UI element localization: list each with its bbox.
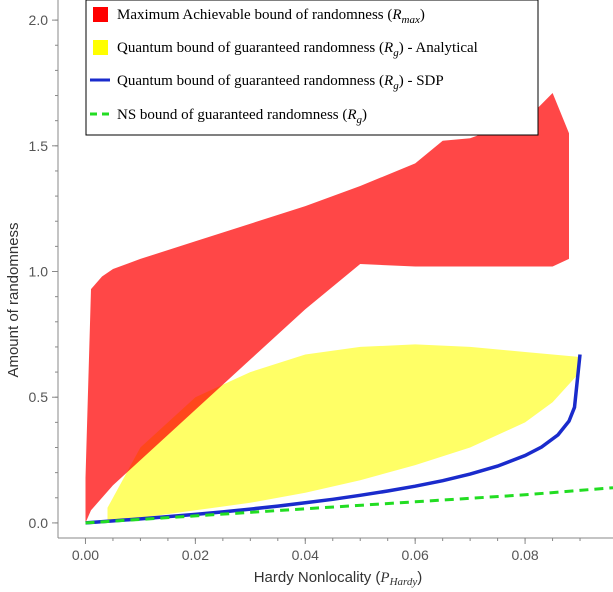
plot-area [85, 93, 613, 525]
x-axis-title-symbol: P [379, 570, 389, 586]
x-axis-title: Hardy Nonlocality (PHardy) [254, 569, 423, 588]
x-axis-title-subscript: Hardy [389, 576, 418, 588]
x-tick-label: 0.04 [292, 547, 319, 563]
x-tick-label: 0.06 [402, 547, 429, 563]
legend-swatch [93, 7, 108, 22]
region-rg-analytical [107, 344, 580, 521]
region-rmax [85, 93, 569, 523]
x-tick-label: 0.00 [72, 547, 99, 563]
legend-label: Quantum bound of guaranteed randomness (… [117, 73, 444, 92]
y-tick-label: 1.0 [29, 264, 49, 280]
x-axis-title-text: Hardy Nonlocality ( [254, 569, 381, 586]
legend-label: Maximum Achievable bound of randomness (… [117, 7, 425, 26]
legend-swatch [93, 40, 108, 55]
legend: Maximum Achievable bound of randomness (… [85, 0, 539, 136]
y-tick-label: 0.0 [29, 515, 49, 531]
y-tick-label: 0.5 [29, 389, 49, 405]
x-tick-label: 0.08 [511, 547, 538, 563]
y-axis-title: Amount of randomness [5, 222, 22, 377]
legend-label: Quantum bound of guaranteed randomness (… [117, 40, 478, 59]
x-axis-title-close: ) [417, 569, 422, 586]
axes: 0.00 0.02 0.04 0.06 0.08 0.0 0.5 1.0 1.5 2.0 [29, 0, 613, 563]
legend-label: NS bound of guaranteed randomness (Rg) [117, 107, 367, 126]
legend-box [85, 0, 539, 136]
y-tick-label: 2.0 [29, 12, 49, 28]
x-tick-label: 0.02 [182, 547, 209, 563]
line-ns-bound [85, 486, 613, 525]
y-tick-label: 1.5 [29, 138, 49, 154]
